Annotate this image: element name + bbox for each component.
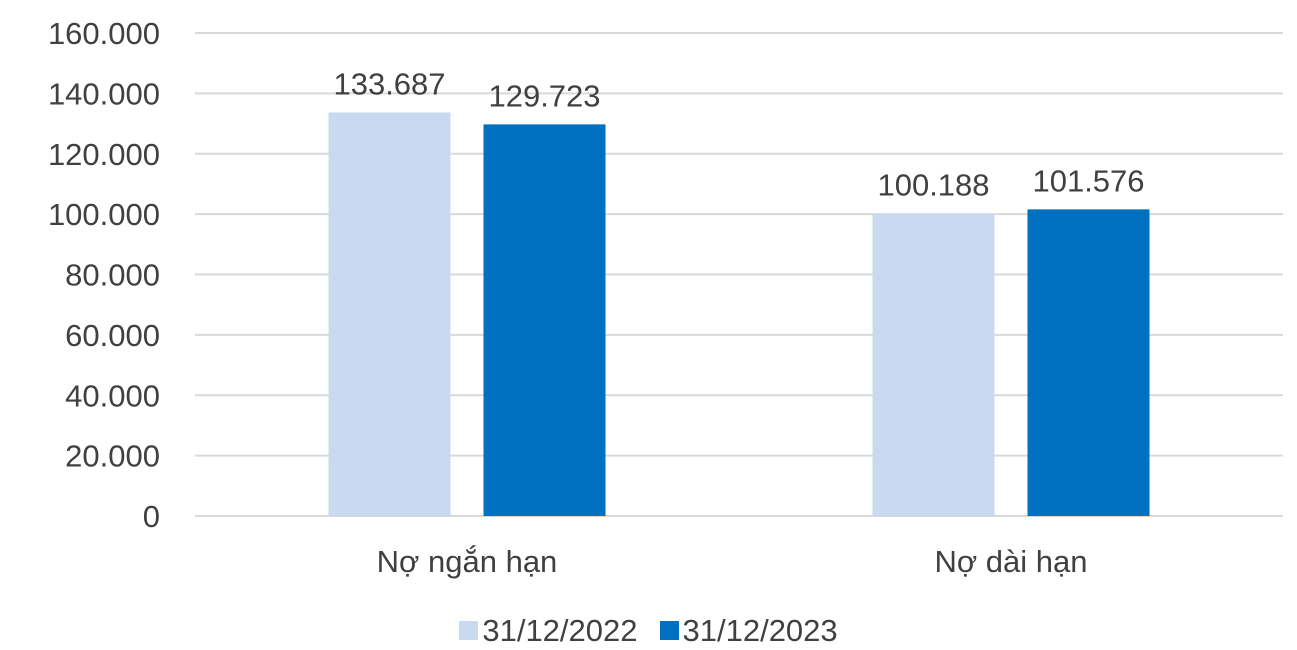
x-tick-label: Nợ ngắn hạn xyxy=(377,544,558,579)
legend-swatch-2023 xyxy=(659,620,679,640)
bar xyxy=(328,112,451,516)
y-tick-label: 140.000 xyxy=(48,76,160,111)
legend-label-2022: 31/12/2022 xyxy=(482,612,638,648)
bar xyxy=(483,124,606,517)
bar-chart: 0 20.000 40.000 60.000 80.000 100.000 120.000 1… xyxy=(48,16,1283,579)
y-tick-label: 40.000 xyxy=(65,378,160,413)
legend-item-2023: 31/12/2023 xyxy=(659,612,838,648)
y-tick-label: 20.000 xyxy=(65,439,160,474)
data-label: 129.723 xyxy=(488,78,600,113)
y-tick-label: 0 xyxy=(143,499,160,534)
y-tick-label: 100.000 xyxy=(48,197,160,232)
legend-item-2022: 31/12/2022 xyxy=(459,612,638,648)
data-label: 100.188 xyxy=(877,168,989,203)
y-tick-label: 80.000 xyxy=(65,258,160,293)
legend-swatch-2022 xyxy=(459,620,479,640)
y-tick-label: 60.000 xyxy=(65,318,160,353)
data-label: 133.687 xyxy=(333,66,445,101)
y-tick-label: 160.000 xyxy=(48,16,160,51)
x-tick-label: Nợ dài hạn xyxy=(934,544,1087,579)
bar xyxy=(1027,209,1150,517)
data-label: 101.576 xyxy=(1032,163,1144,198)
legend-label-2023: 31/12/2023 xyxy=(682,612,838,648)
y-tick-label: 120.000 xyxy=(48,137,160,172)
bar xyxy=(872,213,995,516)
legend: 31/12/2022 31/12/2023 xyxy=(0,610,1297,650)
